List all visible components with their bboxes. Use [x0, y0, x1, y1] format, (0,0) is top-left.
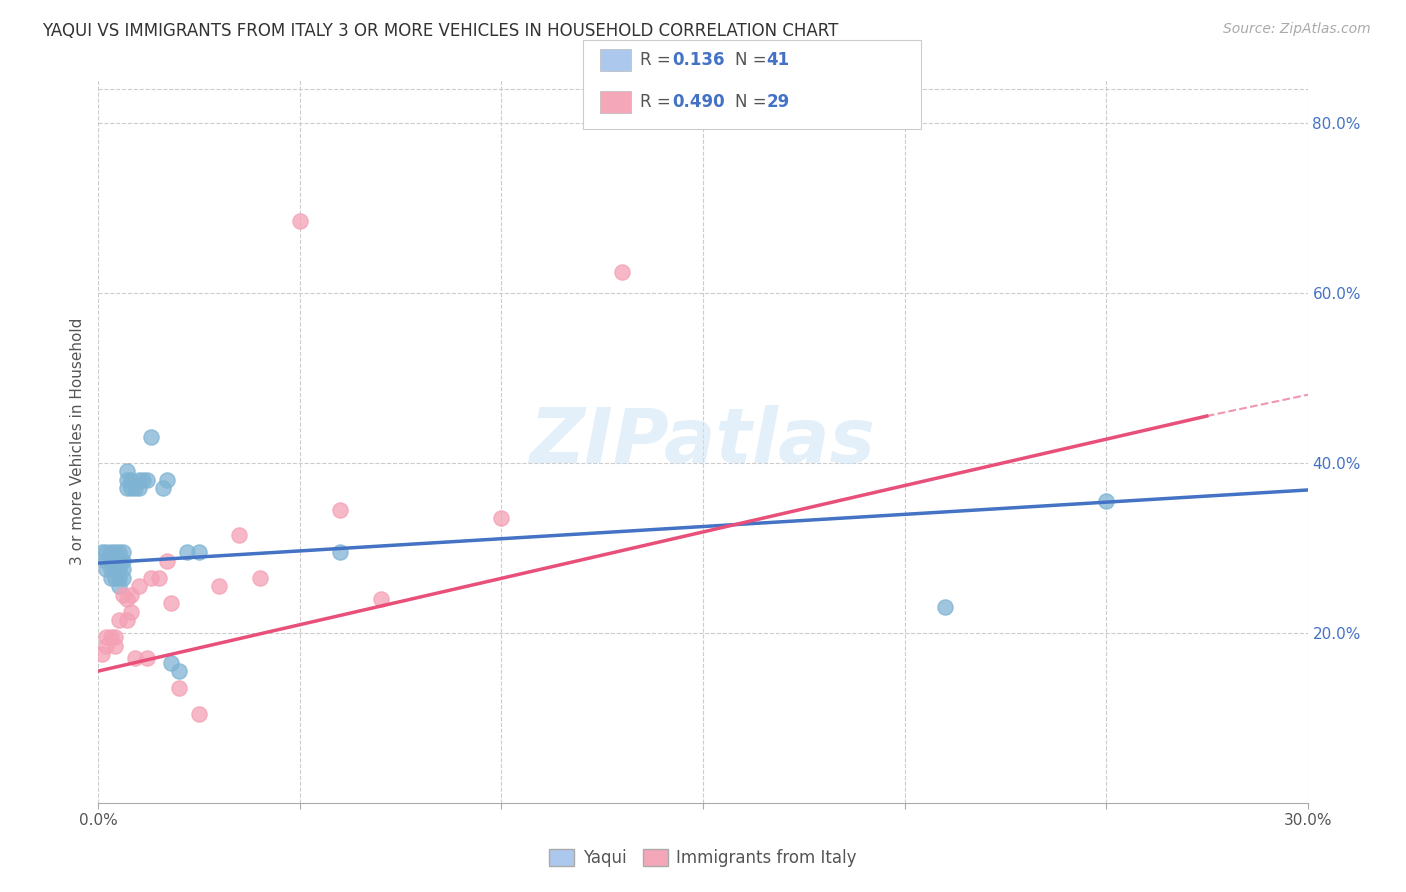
Point — [132, 473, 155, 487]
Point — [111, 553, 134, 567]
Point — [120, 588, 142, 602]
Point — [128, 481, 150, 495]
Text: YAQUI VS IMMIGRANTS FROM ITALY 3 OR MORE VEHICLES IN HOUSEHOLD CORRELATION CHART: YAQUI VS IMMIGRANTS FROM ITALY 3 OR MORE… — [42, 22, 838, 40]
Point — [934, 600, 956, 615]
Point — [107, 613, 129, 627]
Text: Source: ZipAtlas.com: Source: ZipAtlas.com — [1223, 22, 1371, 37]
Text: ZIPatlas: ZIPatlas — [530, 405, 876, 478]
Text: 41: 41 — [766, 51, 789, 69]
Point — [96, 639, 118, 653]
Point — [612, 264, 634, 278]
Point — [128, 579, 150, 593]
Text: 0.136: 0.136 — [672, 51, 724, 69]
Point — [103, 639, 125, 653]
Point — [139, 430, 162, 444]
Point — [103, 545, 125, 559]
Point — [228, 528, 250, 542]
Point — [100, 630, 122, 644]
Point — [100, 570, 122, 584]
Point — [120, 481, 142, 495]
Point — [107, 579, 129, 593]
Legend: Yaqui, Immigrants from Italy: Yaqui, Immigrants from Italy — [543, 842, 863, 874]
Point — [491, 511, 513, 525]
Point — [91, 545, 114, 559]
Point — [115, 613, 138, 627]
Point — [96, 553, 118, 567]
Point — [208, 579, 231, 593]
Point — [167, 681, 190, 695]
Point — [111, 588, 134, 602]
Text: 29: 29 — [766, 93, 790, 111]
Point — [160, 656, 183, 670]
Point — [152, 481, 174, 495]
Text: N =: N = — [735, 93, 772, 111]
Point — [249, 570, 271, 584]
Point — [329, 502, 352, 516]
Point — [139, 570, 162, 584]
Point — [115, 481, 138, 495]
Point — [188, 706, 211, 721]
Point — [124, 651, 146, 665]
Point — [156, 473, 179, 487]
Point — [160, 596, 183, 610]
Point — [156, 553, 179, 567]
Point — [107, 553, 129, 567]
Text: R =: R = — [640, 51, 676, 69]
Point — [188, 545, 211, 559]
Point — [111, 545, 134, 559]
Point — [107, 545, 129, 559]
Point — [135, 651, 157, 665]
Point — [288, 213, 311, 227]
Point — [329, 545, 352, 559]
Point — [1095, 494, 1118, 508]
Point — [115, 591, 138, 606]
Point — [96, 545, 118, 559]
Text: R =: R = — [640, 93, 676, 111]
Point — [120, 605, 142, 619]
Point — [96, 630, 118, 644]
Point — [124, 481, 146, 495]
Y-axis label: 3 or more Vehicles in Household: 3 or more Vehicles in Household — [69, 318, 84, 566]
Text: 0.490: 0.490 — [672, 93, 724, 111]
Point — [103, 562, 125, 576]
Point — [370, 591, 392, 606]
Point — [107, 570, 129, 584]
Point — [120, 473, 142, 487]
Point — [100, 553, 122, 567]
Point — [100, 562, 122, 576]
Point — [167, 664, 190, 678]
Point — [115, 464, 138, 478]
Point — [103, 630, 125, 644]
Text: N =: N = — [735, 51, 772, 69]
Point — [103, 553, 125, 567]
Point — [148, 570, 170, 584]
Point — [96, 562, 118, 576]
Point — [115, 473, 138, 487]
Point — [103, 570, 125, 584]
Point — [100, 545, 122, 559]
Point — [91, 647, 114, 661]
Point — [128, 473, 150, 487]
Point — [111, 562, 134, 576]
Point — [135, 473, 157, 487]
Point — [176, 545, 198, 559]
Point — [111, 570, 134, 584]
Point — [107, 562, 129, 576]
